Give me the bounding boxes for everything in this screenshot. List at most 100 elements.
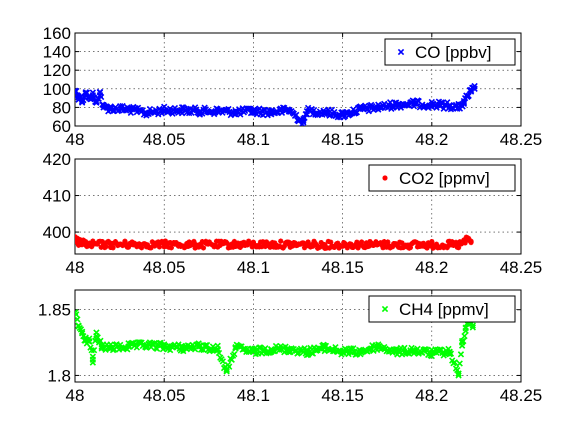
co2-xtick-label: 48.15 bbox=[321, 258, 364, 277]
co2-band-mark bbox=[122, 238, 128, 244]
co-data-point bbox=[410, 100, 418, 107]
ch4-band-mark bbox=[469, 324, 476, 331]
ch4-data-point bbox=[82, 336, 89, 344]
co2-data-point bbox=[108, 241, 114, 248]
co-data-point bbox=[75, 87, 79, 94]
ch4-band-mark bbox=[456, 360, 463, 367]
co-data-point bbox=[321, 108, 328, 116]
co2-band-mark bbox=[355, 245, 361, 251]
co2-data-point bbox=[79, 240, 85, 247]
co2-band-mark bbox=[310, 243, 316, 249]
co2-band-mark bbox=[154, 241, 160, 247]
co2-band-mark bbox=[149, 239, 155, 245]
ch4-data-point bbox=[161, 343, 168, 350]
co-data-point bbox=[392, 101, 400, 108]
ch4-xtick-label: 48.15 bbox=[321, 386, 364, 405]
co2-band-mark bbox=[200, 245, 207, 251]
ch4-xtick-label: 48 bbox=[66, 386, 85, 405]
co-panel: 48 48.05 48.1 48.15 48.2 48.25 608010012014016… bbox=[43, 24, 543, 149]
ch4-band-mark bbox=[226, 363, 233, 370]
ch4-band-mark bbox=[461, 332, 468, 340]
co2-band-mark bbox=[142, 241, 148, 247]
co2-band-mark bbox=[433, 241, 440, 247]
co2-band-mark bbox=[432, 244, 438, 250]
co2-band-mark bbox=[328, 239, 334, 245]
co-ytick-label: 140 bbox=[43, 43, 71, 62]
co2-band-mark bbox=[167, 239, 173, 246]
co-band-mark bbox=[365, 108, 372, 115]
ch4-data-point bbox=[392, 348, 400, 355]
co2-band-mark bbox=[444, 245, 450, 251]
ch4-data-point bbox=[455, 372, 462, 379]
ch4-data-point bbox=[428, 349, 435, 357]
co2-band-mark bbox=[384, 244, 390, 250]
co2-panel: 48 48.05 48.1 48.15 48.2 48.25 400 410 420 CO2 [p… bbox=[43, 150, 543, 277]
ch4-data-point bbox=[107, 344, 114, 351]
co-ytick-label: 120 bbox=[43, 61, 71, 80]
co-data-point bbox=[89, 92, 97, 99]
co2-band-mark bbox=[425, 240, 431, 246]
ch4-xtick-label: 48.25 bbox=[500, 386, 543, 405]
ch4-xtick-label: 48.2 bbox=[415, 386, 448, 405]
co2-data-point bbox=[393, 242, 399, 248]
co2-band-mark bbox=[453, 239, 459, 246]
ch4-band-mark bbox=[401, 344, 408, 352]
ch4-ytick-label: 1.8 bbox=[47, 366, 71, 385]
co2-band-mark bbox=[217, 242, 223, 248]
co-xtick-label: 48 bbox=[66, 130, 85, 149]
co2-band-mark bbox=[262, 243, 268, 250]
co2-band-mark bbox=[235, 240, 241, 246]
co2-data-point bbox=[429, 242, 435, 248]
ch4-data-point bbox=[89, 356, 97, 363]
co2-band-mark bbox=[340, 243, 346, 249]
co2-band-mark bbox=[362, 244, 368, 251]
ch4-band-mark bbox=[78, 328, 86, 336]
co2-xtick-label: 48.1 bbox=[237, 258, 270, 277]
co2-band-mark bbox=[278, 238, 284, 244]
co-data-point bbox=[375, 104, 382, 111]
co2-band-mark bbox=[99, 238, 105, 245]
co-ytick-label: 100 bbox=[43, 80, 71, 99]
co2-band-mark bbox=[439, 242, 446, 248]
ch4-data-point bbox=[86, 338, 93, 345]
co2-band-mark bbox=[241, 239, 247, 245]
co2-legend-marker bbox=[382, 175, 388, 181]
co2-band-mark bbox=[268, 242, 274, 248]
co2-band-mark bbox=[385, 239, 391, 245]
co2-band-mark bbox=[259, 244, 265, 250]
ch4-data-point bbox=[178, 344, 186, 351]
ch4-band-mark bbox=[191, 346, 199, 353]
co-data-point bbox=[446, 102, 453, 109]
ch4-ytick-label: 1.85 bbox=[38, 301, 71, 320]
co2-band-mark bbox=[103, 244, 109, 250]
co2-band-mark bbox=[317, 244, 323, 250]
ch4-legend: CH4 [ppmv] bbox=[368, 295, 516, 323]
co2-band-mark bbox=[152, 243, 158, 249]
co2-ytick-label: 400 bbox=[43, 223, 71, 242]
co2-band-mark bbox=[292, 240, 298, 246]
co2-band-mark bbox=[290, 243, 296, 249]
co-data-point bbox=[300, 119, 307, 126]
ch4-band-mark bbox=[454, 366, 461, 374]
co2-band-mark bbox=[218, 238, 224, 244]
co2-band-mark bbox=[144, 242, 151, 248]
co-data-point bbox=[460, 99, 468, 106]
ch4-band-mark bbox=[151, 339, 158, 347]
co-legend-marker bbox=[397, 48, 405, 56]
ch4-band-mark bbox=[457, 351, 465, 358]
ch4-data-point bbox=[98, 343, 105, 350]
ch4-data-point bbox=[410, 347, 418, 354]
ch4-band-mark bbox=[90, 347, 98, 354]
co2-xtick-label: 48.05 bbox=[143, 258, 186, 277]
co-data-point bbox=[93, 99, 100, 106]
co2-band-mark bbox=[305, 239, 311, 245]
co2-band-mark bbox=[77, 236, 83, 243]
co2-data-point bbox=[232, 241, 239, 248]
co2-band-mark bbox=[287, 244, 293, 250]
ch4-band-mark bbox=[231, 350, 238, 358]
co2-series bbox=[75, 234, 474, 251]
ch4-data-point bbox=[223, 368, 230, 375]
co2-xtick-label: 48.2 bbox=[415, 258, 448, 277]
ch4-data-point bbox=[143, 342, 150, 349]
ch4-band-mark bbox=[75, 316, 81, 323]
